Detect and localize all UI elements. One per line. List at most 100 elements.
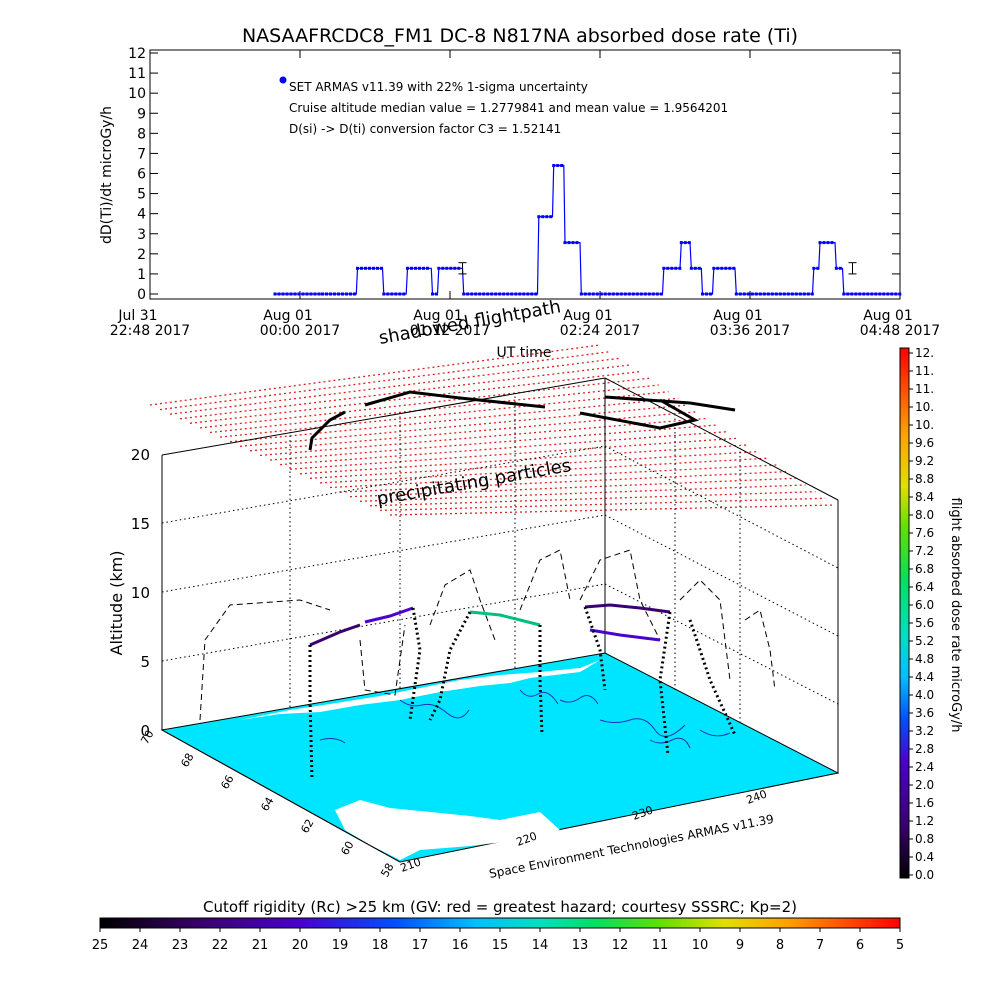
data-point <box>537 215 541 219</box>
colorbar-right-tick-label: 2.0 <box>915 778 934 792</box>
data-point <box>522 292 526 296</box>
colorbar-bottom-tick-label: 21 <box>252 938 269 953</box>
data-point <box>662 266 666 270</box>
data-point <box>372 266 375 270</box>
colorbar-bottom-tick-label: 18 <box>372 938 389 953</box>
data-point <box>337 292 340 296</box>
data-point <box>474 292 478 296</box>
data-point <box>579 292 583 296</box>
data-point <box>728 266 732 270</box>
shadowed-flightpath <box>308 390 736 451</box>
z-tick-label: 5 <box>140 653 150 671</box>
data-point <box>742 292 746 296</box>
particle-grid-line <box>389 504 836 516</box>
data-point <box>402 292 406 296</box>
data-point <box>364 266 367 270</box>
particle-grid-line <box>149 344 601 406</box>
colorbar-bottom-tick-label: 20 <box>292 938 309 953</box>
data-point <box>534 292 538 296</box>
colorbar-right-tick-label: 8.0 <box>915 508 934 522</box>
data-point <box>541 215 545 219</box>
y-tick-label: 10 <box>128 86 146 102</box>
data-point <box>802 292 806 296</box>
colorbar-right-tick-label: 7.6 <box>915 526 934 540</box>
data-point <box>666 266 670 270</box>
data-point <box>285 292 289 296</box>
data-point <box>575 241 579 245</box>
colorbar-bottom-tick-label: 22 <box>212 938 229 953</box>
data-point <box>732 266 736 270</box>
x-tick-date: Aug 01 <box>563 308 613 324</box>
data-point <box>679 241 683 245</box>
plot-frame <box>149 49 901 300</box>
y-tick-label: 5 <box>137 187 146 203</box>
particle-grid-line <box>159 351 610 411</box>
particle-grid-line <box>279 431 728 466</box>
colorbar-right-tick-label: 10. <box>915 400 934 414</box>
y-tick-label: 4 <box>137 207 146 223</box>
data-point <box>712 266 716 270</box>
data-point <box>786 292 790 296</box>
data-point <box>466 292 470 296</box>
data-point <box>560 164 564 167</box>
data-point <box>273 292 277 296</box>
data-point <box>494 292 498 296</box>
data-point <box>816 266 820 270</box>
z-tick-label: 0 <box>140 722 150 740</box>
data-point <box>689 266 693 270</box>
data-point <box>870 292 874 296</box>
data-point <box>794 292 798 296</box>
data-point <box>615 292 619 296</box>
colorbar-bottom-tick-label: 8 <box>776 938 784 953</box>
data-point <box>822 241 826 245</box>
data-point <box>734 292 738 296</box>
annotation-conversion-factor: D(si) -> D(ti) conversion factor C3 = 1.… <box>289 122 561 136</box>
colorbar-right-tick-label: 12. <box>915 346 934 360</box>
data-point <box>435 292 438 296</box>
data-point <box>510 292 514 296</box>
lat-tick-label: 60 <box>338 839 356 858</box>
data-point <box>478 292 482 296</box>
data-point <box>490 292 494 296</box>
data-point <box>701 292 704 296</box>
data-point <box>607 292 611 296</box>
particle-grid-line <box>349 477 796 498</box>
colorbar-bottom-tick-label: 16 <box>452 938 469 953</box>
data-point <box>812 266 816 270</box>
data-point <box>289 292 293 296</box>
data-point <box>866 292 870 296</box>
y-axis-label: dD(Ti)/dt microGy/h <box>99 106 115 244</box>
data-point <box>426 266 429 270</box>
data-point <box>647 292 651 296</box>
x-tick-date: Aug 01 <box>713 308 763 324</box>
data-point <box>874 292 878 296</box>
legend-marker <box>279 76 287 84</box>
series-group <box>273 164 902 296</box>
colorbar-right-tick-label: 4.4 <box>915 670 934 684</box>
colorbar-right-tick-label: 11. <box>915 364 934 378</box>
colorbar-right-tick-label: 2.4 <box>915 760 934 774</box>
colorbar-right-tick-label: 9.2 <box>915 454 934 468</box>
lat-ticks: 70 68 66 64 62 60 58 <box>138 728 396 880</box>
colorbar-right-tick-label: 4.0 <box>915 688 934 702</box>
colorbar-bottom-gradient <box>99 917 901 929</box>
z-tick-label: 15 <box>131 515 150 533</box>
particle-grid-line <box>379 497 826 512</box>
colorbar-right-tick-label: 7.2 <box>915 544 934 558</box>
data-point <box>380 266 383 270</box>
colorbar-right-tick-label: 10. <box>915 418 934 432</box>
data-point <box>305 292 309 296</box>
colorbar-bottom-tick-label: 24 <box>132 938 149 953</box>
data-point <box>353 292 356 296</box>
back-wall-grid <box>161 393 839 723</box>
data-point <box>655 292 659 296</box>
data-point <box>445 266 449 270</box>
data-point <box>545 215 549 219</box>
colorbar-right-tick-label: 1.2 <box>915 814 934 828</box>
x-tick-time: 03:36 2017 <box>710 323 790 339</box>
data-point <box>810 292 814 296</box>
colorbar-right-tick-label: 8.4 <box>915 490 934 504</box>
data-point <box>611 292 615 296</box>
data-point <box>462 292 466 296</box>
